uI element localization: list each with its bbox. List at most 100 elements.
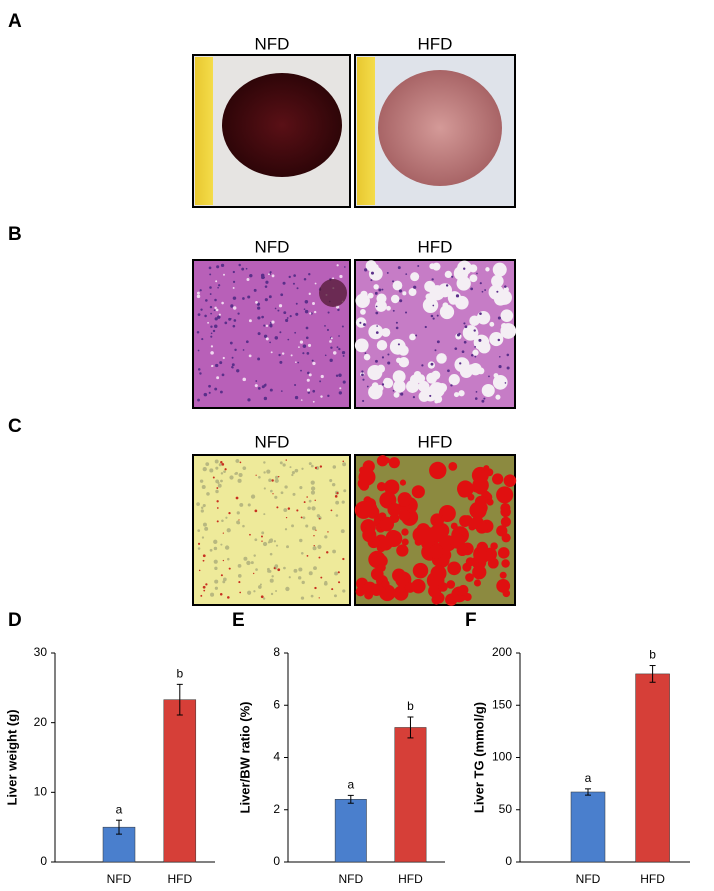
texture [326,328,330,331]
panel-letter: E [232,610,245,631]
texture [362,399,365,403]
texture [202,522,207,527]
texture [277,309,280,312]
texture [307,343,312,347]
texture [360,309,366,315]
texture [368,266,383,281]
texture [404,582,416,593]
texture [216,265,220,269]
texture [236,511,240,515]
texture [392,309,395,312]
texture [210,592,215,597]
texture [479,282,482,285]
texture [300,399,303,401]
texture [459,362,462,365]
texture [418,390,430,402]
texture [210,335,213,338]
bar [570,791,606,863]
texture [269,578,274,583]
texture [393,585,409,601]
texture [214,306,217,310]
texture [205,462,210,466]
texture [329,358,333,363]
texture [199,479,204,483]
texture [473,579,482,587]
texture [307,371,310,375]
texture [249,273,253,278]
texture [257,585,262,589]
texture [223,470,226,474]
texture [326,551,329,554]
texture [334,571,338,576]
x-tick-label: NFD [576,872,601,886]
texture [484,289,487,291]
texture [209,305,213,309]
texture [334,495,338,498]
texture [400,392,404,396]
texture [263,461,266,464]
texture [221,463,225,466]
texture [270,489,273,493]
texture [464,325,468,329]
texture [310,480,315,485]
texture [279,331,282,334]
texture [449,533,466,549]
texture [216,487,219,489]
texture [232,280,236,283]
texture [302,344,307,348]
texture [458,390,465,397]
texture [245,340,249,344]
texture [396,544,409,557]
texture [430,565,447,582]
texture [488,284,504,300]
texture [284,528,288,531]
texture [313,535,315,537]
texture [498,355,501,358]
texture [280,491,284,495]
texture [492,262,507,277]
panel-letter: B [8,224,22,245]
texture [213,559,218,564]
texture [505,326,510,331]
texture [277,568,281,572]
texture [274,475,279,480]
texture [219,592,223,596]
texture [395,326,399,330]
texture [285,586,290,592]
bar [394,727,427,863]
texture [215,363,219,368]
texture [339,274,343,279]
texture [378,288,382,292]
texture [215,479,220,484]
texture [404,311,408,314]
texture [500,506,511,518]
significance-label: a [116,802,123,816]
texture [459,515,471,527]
texture [370,279,373,282]
texture [426,372,438,384]
texture [291,471,295,475]
group-label: NFD [255,237,290,256]
x-tick-label: NFD [107,872,132,886]
texture [235,459,240,463]
texture [239,591,242,594]
texture [227,557,230,561]
texture [197,542,201,545]
texture [197,529,201,532]
texture [448,374,460,386]
bar [334,799,367,863]
texture [481,290,484,293]
texture [402,291,407,296]
texture [293,274,296,277]
texture [305,326,309,330]
texture [463,592,472,602]
texture [246,560,251,566]
texture [200,308,203,311]
texture [271,320,275,324]
texture [413,285,417,289]
texture [483,397,486,400]
texture [292,492,296,496]
texture [323,581,328,586]
texture [496,290,499,293]
